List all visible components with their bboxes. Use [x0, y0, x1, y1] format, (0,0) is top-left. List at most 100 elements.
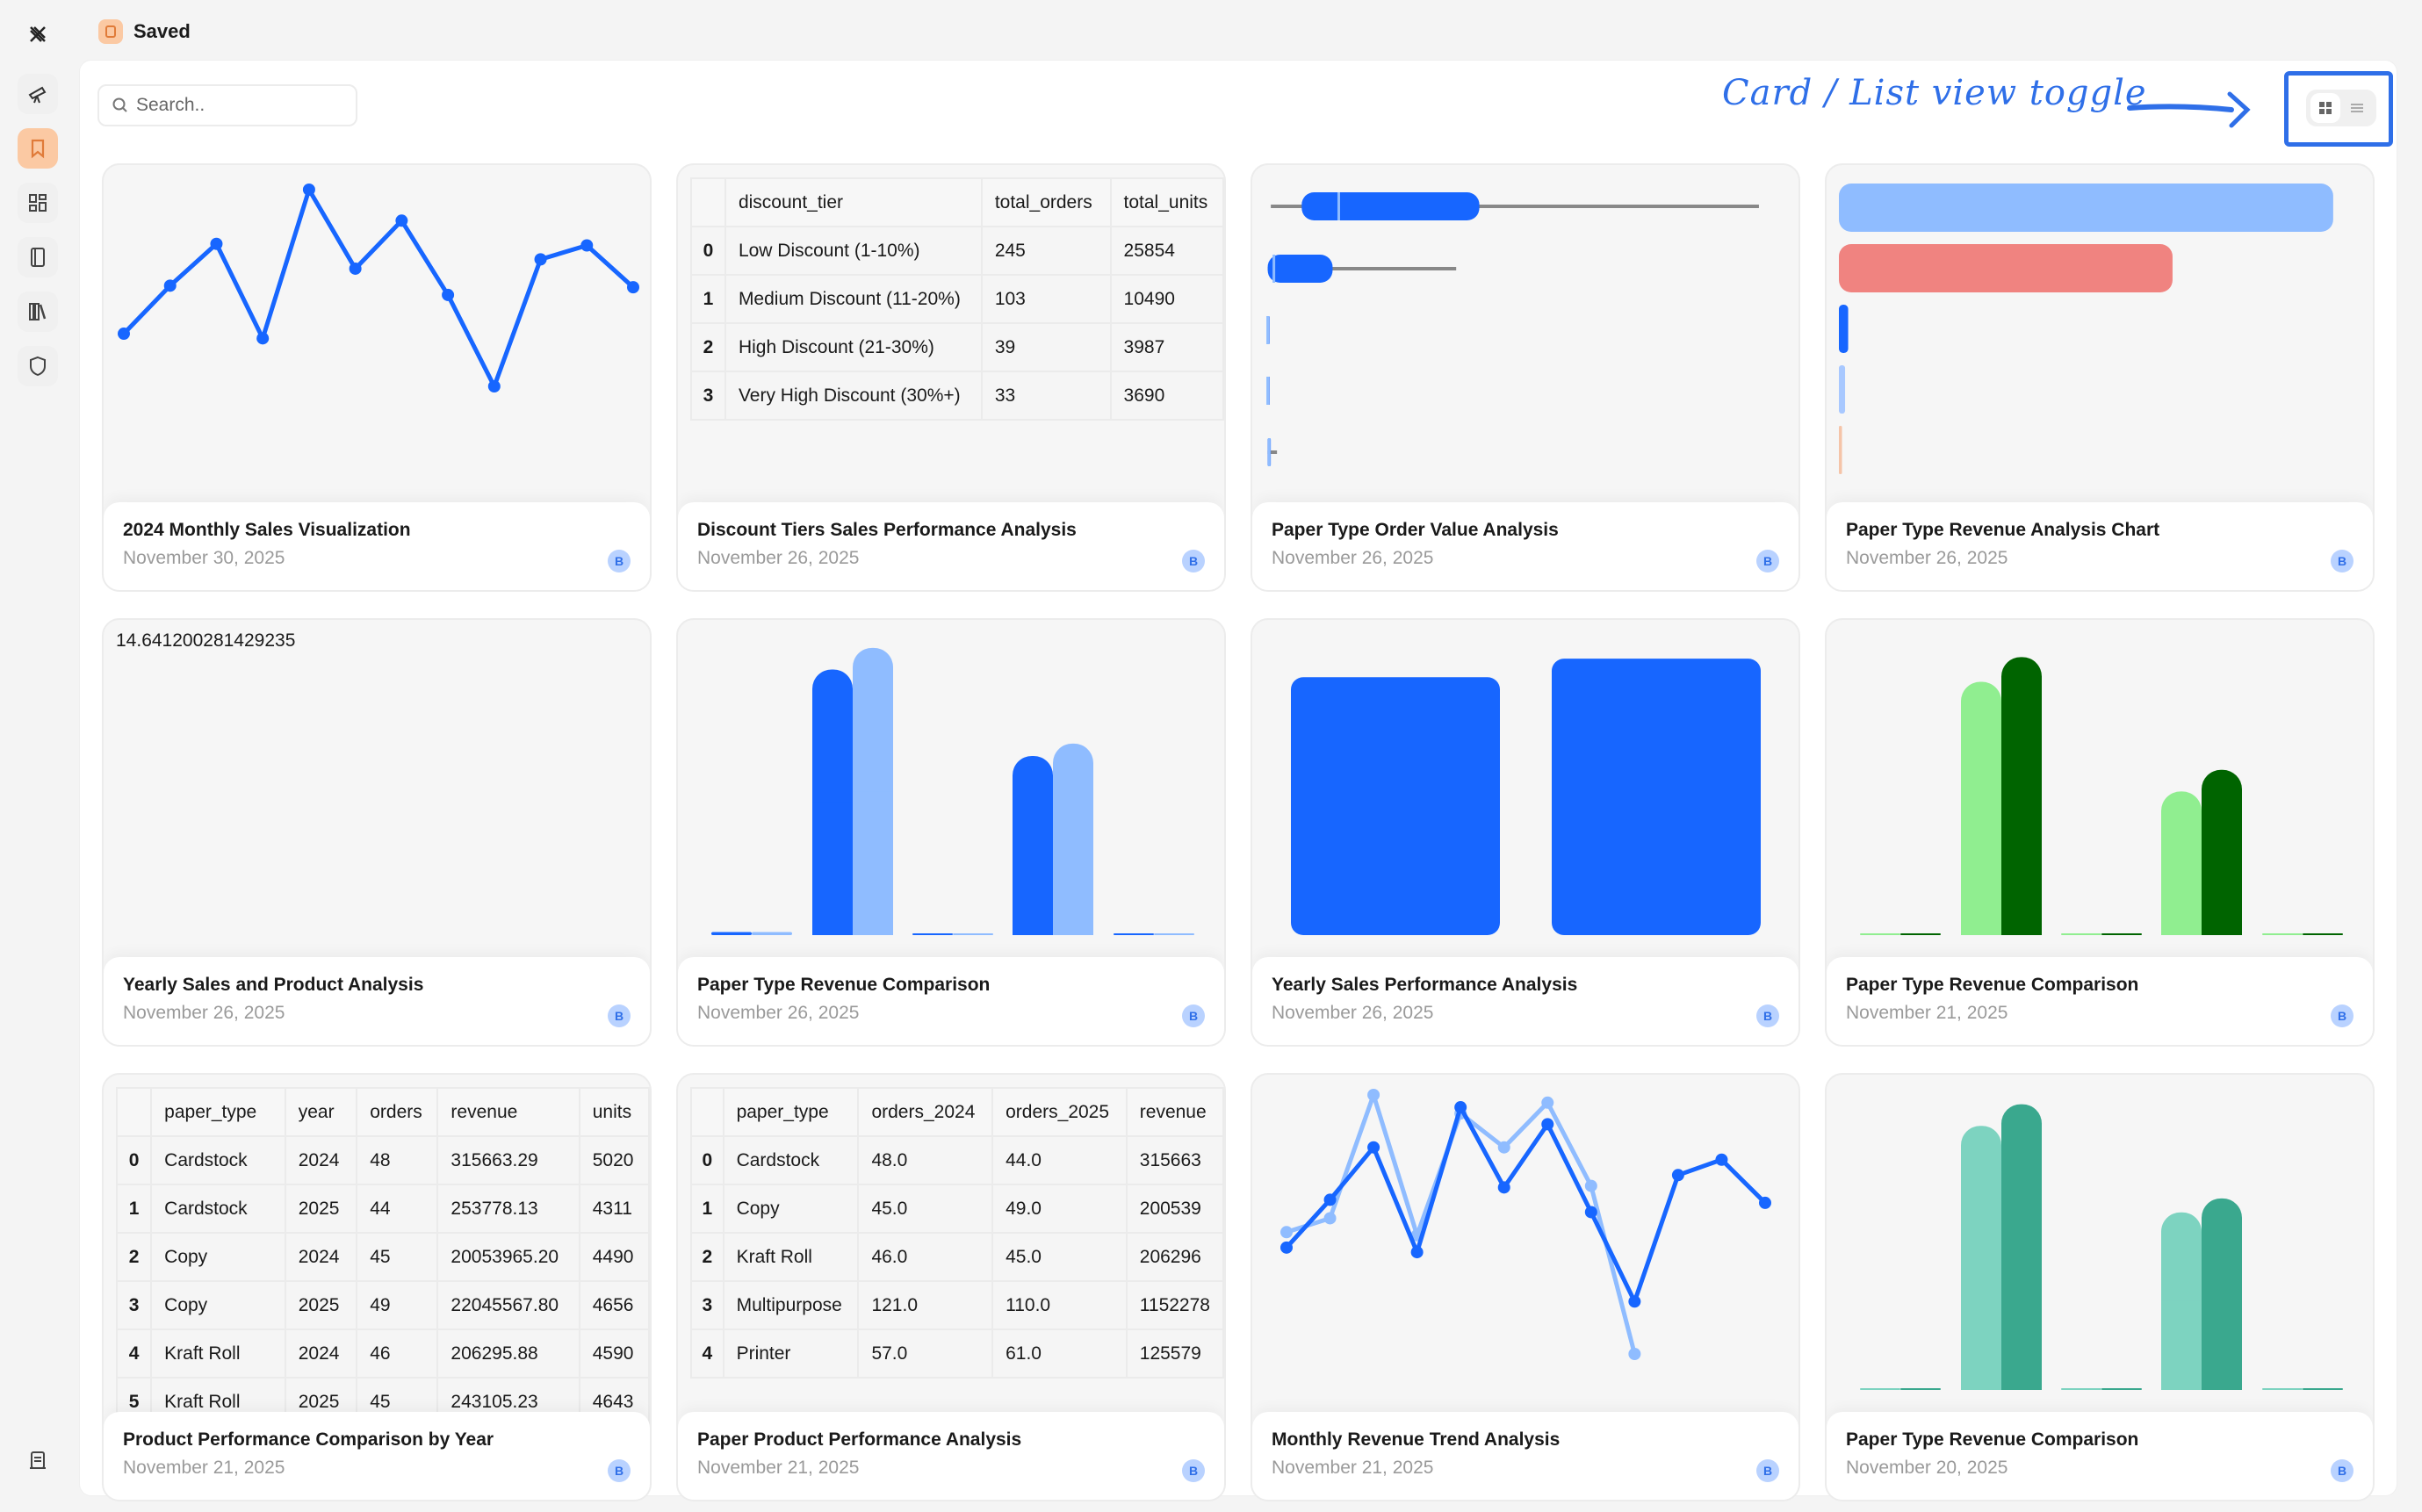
row-index: 2 — [115, 1232, 153, 1282]
sidebar-item-bookmark[interactable] — [18, 128, 58, 169]
saved-card[interactable]: Paper Type Revenue Comparison November 26… — [676, 618, 1226, 1047]
card-date: November 26, 2025 — [697, 548, 860, 568]
bar — [2262, 1388, 2303, 1390]
card-date: November 26, 2025 — [123, 1003, 285, 1023]
series-line — [1286, 1092, 1637, 1355]
card-title[interactable]: Paper Type Revenue Comparison — [1846, 1429, 2139, 1450]
saved-card[interactable]: 2024 Monthly Sales Visualization November… — [102, 163, 652, 592]
sidebar-item-library[interactable] — [18, 292, 58, 332]
card-date: November 26, 2025 — [1272, 1003, 1434, 1023]
scalar-value: 14.641200281429235 — [116, 630, 296, 651]
saved-card[interactable]: Yearly Sales Performance Analysis Novembe… — [1251, 618, 1800, 1047]
box — [1267, 255, 1333, 283]
notebook-icon — [31, 248, 45, 267]
saved-card[interactable]: Monthly Revenue Trend Analysis November 2… — [1251, 1073, 1800, 1501]
data-point — [1497, 1181, 1510, 1194]
chart — [1280, 1089, 1771, 1360]
sidebar-item-telescope[interactable] — [18, 74, 58, 114]
saved-card[interactable]: discount_tier total_orders total_units 0 Low… — [676, 163, 1226, 592]
card-footer: Yearly Sales Performance Analysis Novembe… — [1252, 957, 1798, 1045]
card-date: November 26, 2025 — [1846, 548, 2008, 568]
row-index: 1 — [690, 274, 726, 324]
table-cell: 206296 — [1125, 1232, 1224, 1282]
table-cell: Cardstock — [150, 1184, 286, 1234]
author-badge: B — [1182, 550, 1205, 572]
card-title[interactable]: Paper Type Order Value Analysis — [1272, 520, 1559, 540]
data-point — [487, 380, 501, 392]
saved-card[interactable]: Paper Type Revenue Comparison November 20… — [1825, 1073, 2375, 1501]
data-point — [1323, 1193, 1337, 1206]
author-badge: B — [608, 1004, 631, 1027]
view-toggle[interactable] — [2306, 90, 2376, 126]
table-cell: 45.0 — [991, 1232, 1128, 1282]
card-title[interactable]: Yearly Sales and Product Analysis — [123, 975, 424, 995]
list-icon — [2351, 104, 2363, 112]
page-title: Saved — [133, 20, 191, 42]
column-header — [690, 177, 726, 227]
author-badge: B — [1756, 1004, 1779, 1027]
search-box[interactable] — [97, 84, 357, 126]
table-row: 1 Copy 45.0 49.0 200539 — [690, 1184, 1224, 1234]
chart — [1266, 192, 1759, 466]
saved-card[interactable]: 14.641200281429235 Yearly Sales and Produ… — [102, 618, 652, 1047]
table-cell: 25854 — [1109, 226, 1224, 276]
data-point — [627, 281, 639, 294]
sidebar-item-notebook[interactable] — [18, 237, 58, 277]
table-cell: 125579 — [1125, 1328, 1224, 1379]
data-point — [1280, 1241, 1293, 1254]
card-title[interactable]: Monthly Revenue Trend Analysis — [1272, 1429, 1561, 1450]
card-view-button[interactable] — [2310, 93, 2340, 123]
table-cell: 39 — [980, 322, 1112, 372]
row-index: 3 — [115, 1280, 153, 1330]
table-cell: 33 — [980, 371, 1112, 421]
saved-card[interactable]: Paper Type Order Value Analysis November … — [1251, 163, 1800, 592]
sidebar-item-logo[interactable] — [18, 14, 58, 54]
column-header: units — [578, 1087, 650, 1137]
card-title[interactable]: Yearly Sales Performance Analysis — [1272, 975, 1578, 995]
card-title[interactable]: Paper Type Revenue Analysis Chart — [1846, 520, 2160, 540]
saved-card[interactable]: paper_type orders_2024 orders_2025 revenue 0… — [676, 1073, 1226, 1501]
sidebar-item-grid[interactable] — [18, 183, 58, 223]
saved-card[interactable]: paper_type year orders revenue units 0 Cardsto… — [102, 1073, 652, 1501]
column-header: total_units — [1109, 177, 1224, 227]
card-title[interactable]: 2024 Monthly Sales Visualization — [123, 520, 411, 540]
list-view-button[interactable] — [2342, 93, 2372, 123]
table-cell: 49.0 — [991, 1184, 1128, 1234]
card-title[interactable]: Product Performance Comparison by Year — [123, 1429, 494, 1450]
saved-card[interactable]: Paper Type Revenue Analysis Chart Novembe… — [1825, 163, 2375, 592]
author-badge: B — [1756, 1459, 1779, 1482]
table-row: 3 Very High Discount (30%+) 33 3690 — [690, 371, 1224, 421]
row-index: 2 — [690, 1232, 724, 1282]
annotation-label: Card / List view toggle — [1722, 73, 2147, 113]
data-point — [1671, 1169, 1684, 1182]
table-row: 3 Multipurpose 121.0 110.0 1152278 — [690, 1280, 1224, 1330]
table-cell: 2024 — [284, 1328, 358, 1379]
bar — [2101, 933, 2142, 935]
table-cell: Low Discount (1-10%) — [724, 226, 983, 276]
table-cell: 44 — [356, 1184, 439, 1234]
saved-card[interactable]: Paper Type Revenue Comparison November 21… — [1825, 618, 2375, 1047]
table-row: 1 Cardstock 2025 44 253778.13 4311 — [115, 1184, 650, 1234]
search-input[interactable] — [136, 95, 347, 116]
data-point — [580, 239, 594, 252]
bar — [1154, 933, 1194, 935]
sidebar-item-document[interactable] — [18, 1440, 58, 1480]
document-icon — [30, 1451, 46, 1469]
card-date: November 20, 2025 — [1846, 1458, 2008, 1478]
data-point — [1410, 1246, 1424, 1259]
data-point — [395, 214, 408, 227]
bar — [1839, 305, 1849, 353]
card-title[interactable]: Paper Product Performance Analysis — [697, 1429, 1022, 1450]
search-icon — [112, 97, 127, 112]
bar — [1839, 365, 1846, 414]
card-title[interactable]: Paper Type Revenue Comparison — [697, 975, 991, 995]
card-title[interactable]: Paper Type Revenue Comparison — [1846, 975, 2139, 995]
card-title[interactable]: Discount Tiers Sales Performance Analysi… — [697, 520, 1077, 540]
table-cell: 245 — [980, 226, 1112, 276]
bar — [711, 932, 752, 935]
data-point — [534, 253, 547, 266]
sidebar-item-shield[interactable] — [18, 346, 58, 386]
chart — [1839, 184, 2333, 474]
card-footer: Discount Tiers Sales Performance Analysi… — [678, 502, 1224, 590]
data-point — [1584, 1206, 1597, 1219]
